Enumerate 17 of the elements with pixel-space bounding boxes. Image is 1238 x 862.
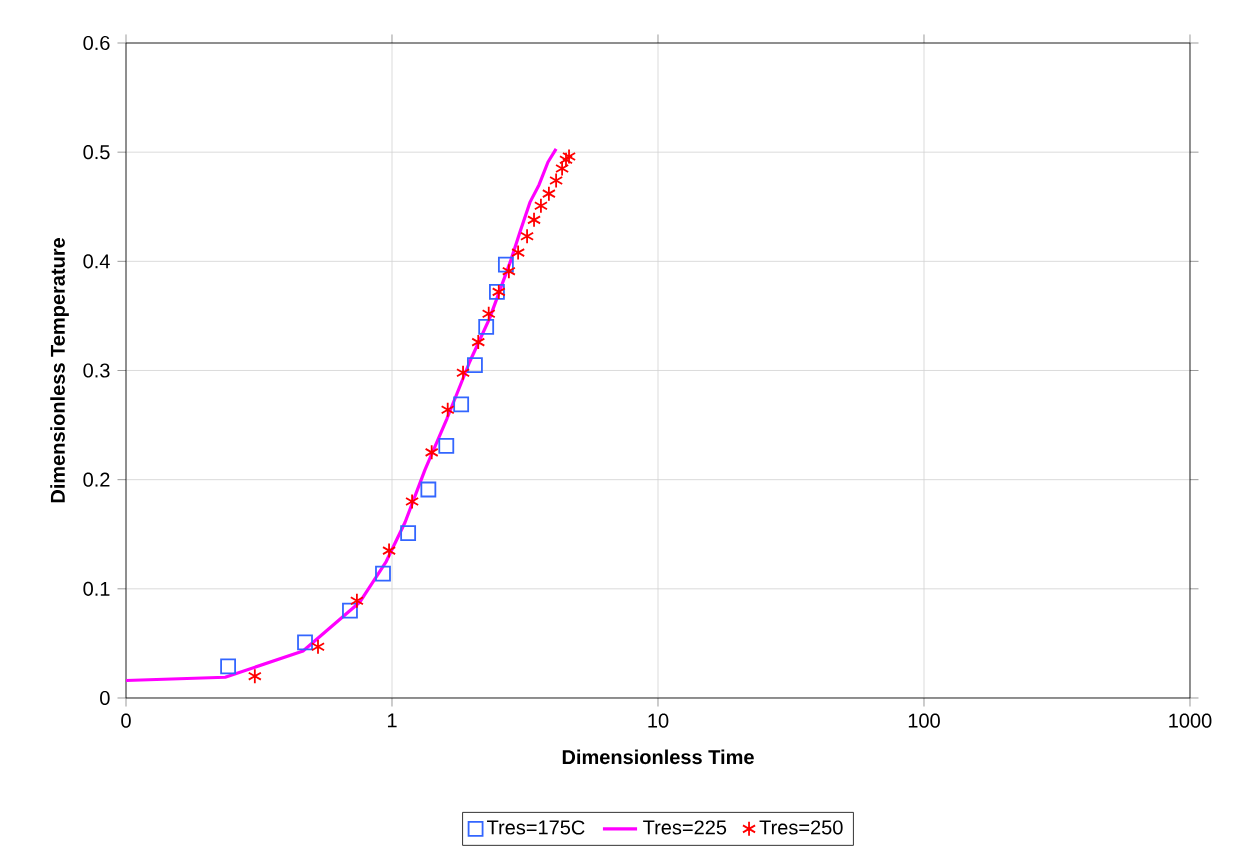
y-tick-label: 0.3 xyxy=(83,363,110,378)
y-tick-label: 0.2 xyxy=(83,472,110,487)
legend-label: Tres=250 xyxy=(759,820,843,835)
y-tick-label: 0.1 xyxy=(83,581,110,596)
y-axis-title: Dimensionless Temperature xyxy=(50,237,69,503)
x-tick-label: 0 xyxy=(121,713,131,728)
x-tick-label: 10 xyxy=(648,713,669,728)
x-axis-title: Dimensionless Time xyxy=(562,749,754,765)
x-tick-label: 1 xyxy=(387,713,397,728)
x-tick-label: 100 xyxy=(908,713,940,728)
y-tick-label: 0.6 xyxy=(83,35,110,51)
x-tick-label: 1000 xyxy=(1169,713,1212,728)
y-tick-label: 0.4 xyxy=(83,254,110,269)
y-tick-label: 0 xyxy=(100,690,110,706)
legend-label: Tres=175C xyxy=(487,820,585,835)
y-tick-label: 0.5 xyxy=(83,145,110,160)
legend-label: Tres=225 xyxy=(643,820,727,835)
